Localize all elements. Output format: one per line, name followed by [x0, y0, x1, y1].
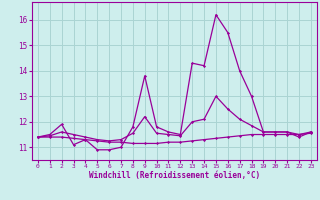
X-axis label: Windchill (Refroidissement éolien,°C): Windchill (Refroidissement éolien,°C) — [89, 171, 260, 180]
